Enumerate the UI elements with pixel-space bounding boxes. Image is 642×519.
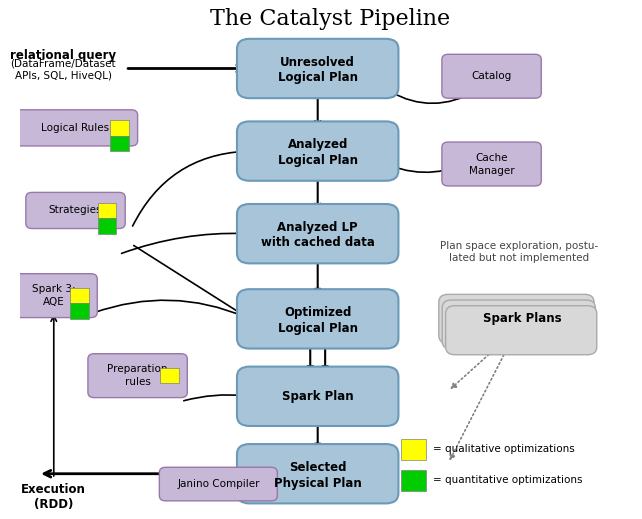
Text: AQE: AQE (43, 297, 65, 307)
Text: Janino Compiler: Janino Compiler (177, 479, 259, 489)
Text: Manager: Manager (469, 166, 514, 176)
FancyBboxPatch shape (70, 304, 89, 319)
FancyBboxPatch shape (401, 439, 426, 460)
FancyBboxPatch shape (442, 142, 541, 186)
FancyBboxPatch shape (237, 289, 399, 349)
FancyBboxPatch shape (159, 467, 277, 501)
Text: Selected: Selected (289, 461, 347, 474)
Text: Logical Plan: Logical Plan (278, 71, 358, 84)
Text: Plan space exploration, postu-
lated but not implemented: Plan space exploration, postu- lated but… (440, 241, 598, 263)
FancyBboxPatch shape (110, 135, 129, 151)
Text: = qualitative optimizations: = qualitative optimizations (433, 444, 575, 455)
FancyBboxPatch shape (10, 274, 97, 318)
FancyBboxPatch shape (401, 470, 426, 491)
FancyBboxPatch shape (98, 203, 116, 218)
FancyBboxPatch shape (446, 306, 597, 355)
FancyBboxPatch shape (438, 294, 594, 344)
Text: rules: rules (125, 377, 150, 387)
FancyBboxPatch shape (26, 193, 125, 228)
Text: Unresolved: Unresolved (281, 56, 355, 69)
Text: Spark Plan: Spark Plan (282, 390, 354, 403)
Text: Logical Plan: Logical Plan (278, 322, 358, 335)
Text: relational query: relational query (10, 49, 116, 62)
Text: Logical Rules: Logical Rules (42, 123, 110, 133)
Text: Execution
(RDD): Execution (RDD) (21, 483, 86, 511)
FancyBboxPatch shape (237, 444, 399, 503)
Text: Strategies: Strategies (49, 206, 102, 215)
FancyBboxPatch shape (160, 368, 178, 384)
FancyBboxPatch shape (442, 300, 595, 349)
Text: Catalog: Catalog (471, 71, 512, 81)
FancyBboxPatch shape (98, 218, 116, 234)
FancyBboxPatch shape (237, 39, 399, 98)
FancyBboxPatch shape (237, 121, 399, 181)
Text: Optimized: Optimized (284, 306, 351, 319)
Text: The Catalyst Pipeline: The Catalyst Pipeline (210, 8, 450, 31)
FancyBboxPatch shape (442, 54, 541, 98)
Text: Logical Plan: Logical Plan (278, 154, 358, 167)
Text: Analyzed LP: Analyzed LP (277, 221, 358, 234)
Text: Spark 3:: Spark 3: (32, 284, 76, 294)
FancyBboxPatch shape (13, 110, 137, 146)
Text: with cached data: with cached data (261, 237, 375, 250)
FancyBboxPatch shape (237, 204, 399, 263)
FancyBboxPatch shape (237, 366, 399, 426)
FancyBboxPatch shape (110, 120, 129, 135)
Text: (DataFrame/Dataset
APIs, SQL, HiveQL): (DataFrame/Dataset APIs, SQL, HiveQL) (10, 59, 116, 80)
Text: Physical Plan: Physical Plan (274, 476, 361, 489)
FancyBboxPatch shape (70, 288, 89, 304)
Text: Preparation: Preparation (107, 364, 168, 374)
FancyBboxPatch shape (88, 354, 187, 398)
Text: Spark Plans: Spark Plans (483, 312, 562, 325)
Text: Analyzed: Analyzed (288, 139, 348, 152)
Text: Cache: Cache (475, 153, 508, 163)
Text: = quantitative optimizations: = quantitative optimizations (433, 475, 582, 485)
